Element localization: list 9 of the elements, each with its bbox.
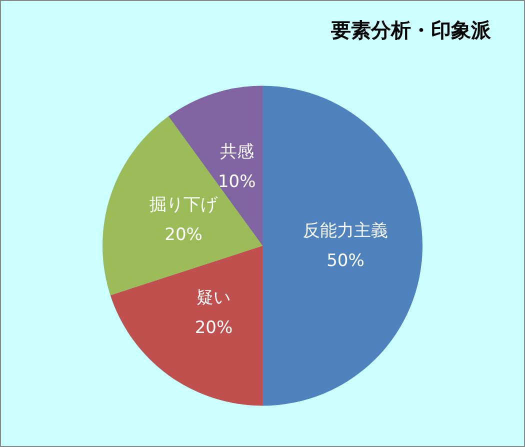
slice-label: 疑い bbox=[196, 288, 231, 308]
slice-label: 掘り下げ bbox=[150, 195, 219, 216]
data-label: 50% bbox=[326, 250, 364, 271]
data-label: 10% bbox=[218, 172, 256, 192]
slice-label: 共感 bbox=[220, 142, 254, 162]
data-label: 20% bbox=[164, 225, 202, 246]
data-label: 20% bbox=[194, 318, 233, 338]
chart-title: 要素分析・印象派 bbox=[330, 18, 492, 42]
slice-label: 反能力主義 bbox=[303, 220, 388, 241]
